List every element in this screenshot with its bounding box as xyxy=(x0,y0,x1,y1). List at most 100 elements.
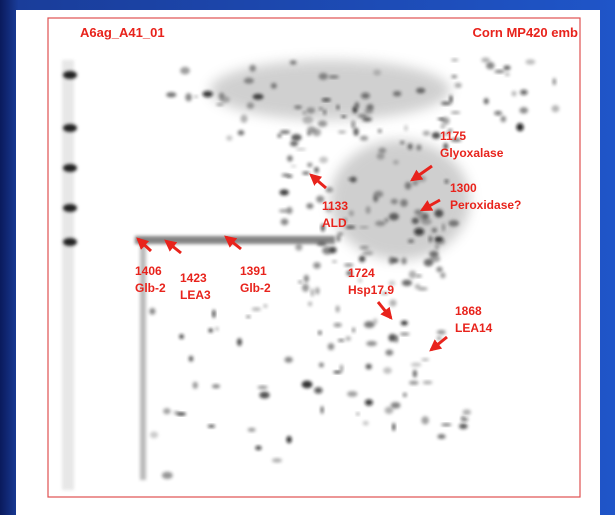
gel-spot xyxy=(336,306,340,313)
gel-spot xyxy=(322,246,332,254)
gel-spot xyxy=(494,70,505,73)
gel-spot xyxy=(340,365,343,373)
gel-spot xyxy=(63,71,77,79)
gel-spot xyxy=(384,218,388,222)
gel-spot xyxy=(421,218,432,225)
gel-spot xyxy=(412,218,419,225)
gel-spot xyxy=(63,204,77,212)
gel-spot xyxy=(308,302,312,307)
gel-spot xyxy=(215,327,218,331)
gel-spot xyxy=(366,206,371,214)
spot-id: 1133 xyxy=(322,199,348,213)
gel-spot xyxy=(306,203,313,209)
gel-spot xyxy=(220,96,230,103)
gel-spot xyxy=(400,141,405,145)
gel-spot xyxy=(441,423,451,426)
gel-spot xyxy=(437,434,445,439)
gel-spot xyxy=(451,75,457,78)
spot-name: Peroxidase? xyxy=(450,198,521,212)
gel-spot xyxy=(255,446,261,450)
gel-spot xyxy=(366,104,373,111)
gel-spot xyxy=(408,239,414,243)
gel-spot xyxy=(359,256,365,262)
gel-spot xyxy=(421,358,429,361)
gel-spot xyxy=(189,356,194,362)
gel-spot xyxy=(208,425,215,428)
gel-spot xyxy=(63,238,77,246)
gel-spot xyxy=(484,98,489,104)
gel-spot xyxy=(434,237,442,242)
gel-spot xyxy=(302,381,313,389)
gel-spot xyxy=(437,337,442,340)
gel-spot xyxy=(388,334,396,342)
gel-spot xyxy=(414,284,420,289)
gel-spot xyxy=(302,172,310,175)
gel-spot xyxy=(423,381,433,384)
gel-spot xyxy=(409,381,419,385)
gel-spot xyxy=(441,102,451,106)
spot-name: ALD xyxy=(322,216,347,230)
gel-spot xyxy=(173,411,179,415)
gel-spot xyxy=(363,421,369,426)
gel-spot xyxy=(237,338,242,346)
gel-spot xyxy=(257,386,267,389)
gel-spot xyxy=(486,62,495,69)
spot-id: 1406 xyxy=(135,264,162,278)
gel-spot xyxy=(185,93,192,101)
gel-spot xyxy=(244,78,254,84)
gel-spot xyxy=(291,165,297,167)
gel-spot xyxy=(334,323,342,327)
gel-spot xyxy=(315,287,319,294)
slide: A6ag_A41_01 Corn MP420 emb 1175 Glyoxala… xyxy=(0,0,615,515)
gel-spot xyxy=(389,300,396,307)
gel-spot xyxy=(503,65,510,70)
gel-spot xyxy=(463,409,471,415)
gel-spot xyxy=(401,321,408,326)
gel-spot xyxy=(400,333,410,336)
gel-spot xyxy=(263,304,267,307)
gel-spot xyxy=(63,124,77,132)
gel-spot xyxy=(500,116,506,122)
gel-spot xyxy=(179,334,184,339)
gel-spot xyxy=(429,236,432,243)
gel-spot xyxy=(240,115,247,123)
gel-spot xyxy=(338,130,346,133)
gel-spot xyxy=(494,111,502,115)
gel-spot xyxy=(362,117,372,122)
gel-spot xyxy=(366,364,372,370)
gel-spot xyxy=(436,266,443,272)
gel-spot xyxy=(351,120,355,128)
gel-spot xyxy=(312,128,320,136)
gel-spot xyxy=(319,157,328,164)
gel-spot xyxy=(552,105,560,112)
gel-spot xyxy=(435,244,440,250)
gel-spot xyxy=(307,163,312,168)
spot-name: Glb-2 xyxy=(240,281,271,295)
gel-spot xyxy=(319,73,328,80)
gel-spot xyxy=(328,75,339,78)
gel-spot xyxy=(333,371,341,374)
gel-spot xyxy=(405,182,412,190)
gel-spot xyxy=(338,339,344,342)
gel-spot xyxy=(385,349,393,355)
sample-id: A6ag_A41_01 xyxy=(80,25,165,40)
spot-id: 1175 xyxy=(440,129,466,143)
gel-spot xyxy=(317,242,327,246)
gel-spot xyxy=(328,343,335,350)
gel-spot xyxy=(238,130,245,135)
spot-name: Glyoxalase xyxy=(440,146,504,160)
spot-id: 1300 xyxy=(450,181,477,195)
gel-spot xyxy=(378,129,382,133)
gel-spot xyxy=(424,259,434,267)
gel-spot xyxy=(341,115,346,117)
gel-spot xyxy=(520,90,528,96)
gel-spot xyxy=(459,423,468,429)
gel-spot xyxy=(512,91,517,96)
gel-spot xyxy=(519,107,528,113)
spot-id: 1868 xyxy=(455,304,482,318)
gel-spot xyxy=(248,428,256,432)
gel-spot xyxy=(349,210,354,216)
gel-spot xyxy=(277,134,281,138)
gel-spot xyxy=(455,83,462,88)
gel-spot xyxy=(208,328,213,332)
